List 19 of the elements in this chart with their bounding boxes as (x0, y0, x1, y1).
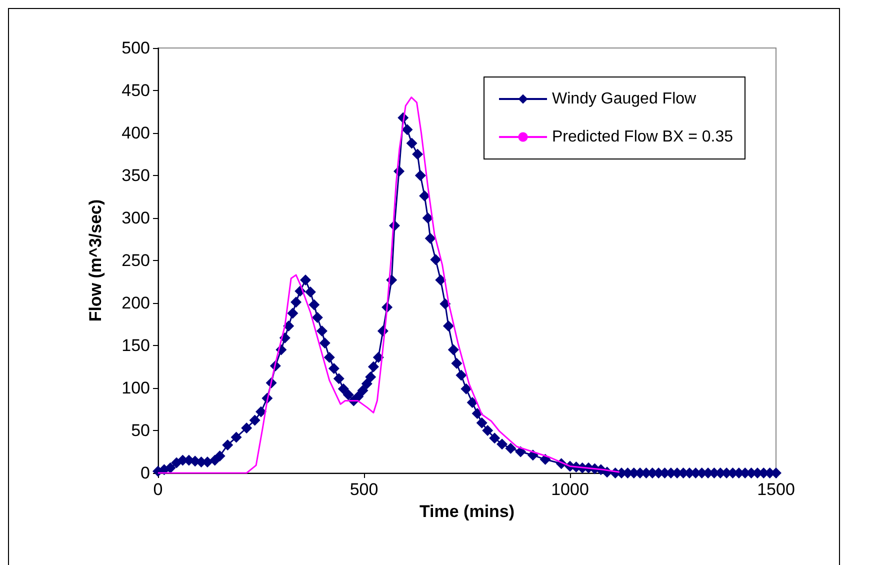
x-tick-label: 500 (350, 480, 378, 499)
y-tick-label: 500 (122, 38, 150, 58)
y-tick-label: 150 (122, 336, 150, 355)
y-tick-label: 350 (122, 166, 150, 185)
y-tick-label: 450 (122, 81, 150, 100)
y-tick-label: 300 (122, 208, 150, 228)
legend-label: Windy Gauged Flow (552, 90, 697, 108)
x-tick-label: 1500 (757, 480, 795, 499)
y-axis-title: Flow (m^3/sec) (86, 199, 105, 322)
x-tick-label: 1000 (551, 480, 589, 499)
x-axis-title: Time (mins) (419, 502, 515, 521)
y-tick-label: 100 (122, 378, 150, 398)
y-tick-label: 50 (131, 421, 150, 440)
legend-label: Predicted Flow BX = 0.35 (552, 128, 734, 146)
y-tick-label: 200 (122, 294, 150, 312)
y-tick-label: 0 (140, 464, 150, 482)
y-tick-label: 250 (122, 251, 150, 270)
y-tick-label: 400 (122, 124, 150, 142)
x-tick-label: 0 (153, 480, 163, 499)
